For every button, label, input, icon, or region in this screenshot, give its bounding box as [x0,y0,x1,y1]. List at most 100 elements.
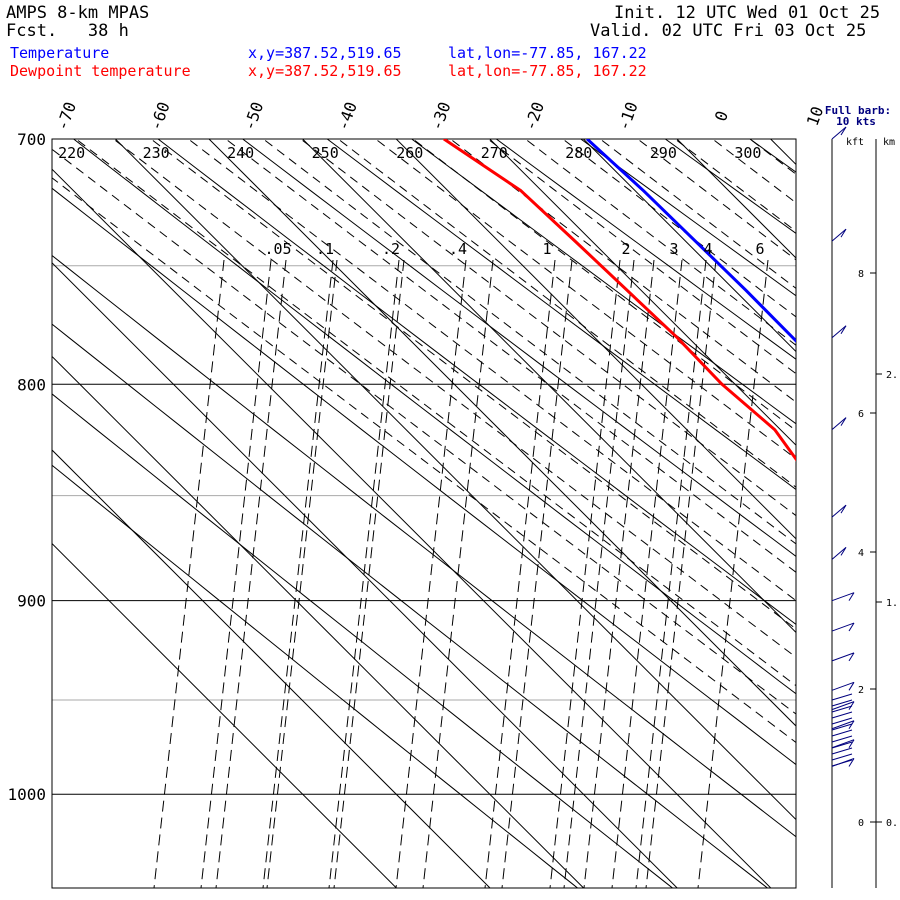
dewpoint-point [829,506,831,508]
isotherm-line [114,139,796,821]
wind-barb [831,592,855,602]
valid-time: Valid. 02 UTC Fri 03 Oct 25 [590,21,867,41]
mixing-ratio-line [611,259,683,888]
pressure-tick-label: 900 [17,592,46,611]
mixing-ratio-line [501,259,573,888]
wind-barb-flag [848,652,855,662]
theta-label: 250 [312,144,339,162]
wind-barb-flag [840,417,847,426]
temperature-tick-label: -20 [520,99,548,133]
km-tick-label: 2. [886,370,898,381]
temperature-xy: x,y=387.52,519.65 [248,44,402,62]
isotherm-line [489,139,796,446]
mixing-ratio-line [262,259,334,888]
isotherm-line [301,139,796,634]
dry-adiabat-line [760,86,900,900]
mixing-ratio-line [583,259,655,888]
dry-adiabats [52,86,900,900]
moist-adiabat-line [711,139,796,204]
pressure-tick-label: 1000 [7,785,46,804]
dry-adiabat-line [749,139,796,173]
moist-adiabat-line [299,139,796,517]
wind-barb [831,739,855,749]
moist-adiabat-line [561,139,796,318]
kft-tick-label: 4 [858,548,864,559]
wind-barb-flag [848,682,855,691]
wind-barb [831,753,853,761]
mixing-ratio-label: 3 [669,240,678,258]
moist-adiabat-line [449,139,796,403]
isotherm-line [395,139,796,540]
barb-title: Full barb: [825,104,891,117]
dewpoint-xy: x,y=387.52,519.65 [248,62,402,80]
dry-adiabat-line [326,139,796,491]
mixing-ratio-line [215,259,287,888]
wind-barb [831,126,847,140]
wind-barb [831,228,847,242]
sounding-series [443,139,831,508]
wind-barb [831,325,847,339]
isotherm-line [52,449,491,888]
theta-label: 290 [650,144,677,162]
isotherm-line [52,168,772,888]
temperature-line [586,139,796,344]
dewpoint-point [574,240,576,242]
theta-label: 270 [481,144,508,162]
mixing-ratio-line [635,259,707,888]
moist-adiabat-line [674,139,796,232]
wind-barb [831,741,853,749]
mixing-ratio-label: .4 [449,240,467,258]
mixing-ratio-line [153,259,225,888]
wind-barb [831,735,853,743]
dry-adiabat-line [241,139,796,557]
dewpoint-legend: Dewpoint temperature [10,62,191,80]
wind-barb [831,747,853,755]
theta-label: 260 [396,144,423,162]
temperature-tick-label: 10 [803,104,827,129]
isotherm-line [769,139,796,166]
temperature-tick-label: -50 [240,99,268,133]
mixing-ratio-line [395,259,467,888]
temperature-legend: Temperature [10,44,110,62]
temperature-tick-label: -30 [427,99,455,133]
mixing-ratio-label: 2 [621,240,630,258]
moist-adiabat-line [524,139,796,346]
temperature-point [642,189,645,192]
mixing-ratio-label: 6 [755,240,764,258]
mixing-ratio-label: 1 [542,240,551,258]
mixing-ratio-label: .1 [316,240,334,258]
theta-label: 220 [58,144,85,162]
kft-label: kft [846,137,864,148]
wind-barb [831,652,855,662]
kft-tick-label: 8 [858,269,864,280]
wind-barb-flag [840,547,847,556]
mixing-ratio-line [200,259,272,888]
pressure-tick-label: 800 [17,375,46,394]
dewpoint-point [721,383,723,386]
wind-barb [831,681,855,691]
temperature-point [744,289,747,291]
wind-barb-flag [848,720,855,730]
mixing-ratio-line [484,259,556,888]
dry-adiabat-line [52,323,769,888]
mixing-ratio-line [422,259,494,888]
wind-barb-flag [840,325,847,335]
wind-barb-flag [848,758,855,767]
barb-value: 10 kts [836,115,876,128]
moist-adiabat-line [187,139,796,602]
dry-adiabat-line [843,86,900,900]
wind-barb [831,711,853,719]
wind-barb-flag [848,739,855,748]
moist-adiabat-line [337,139,796,488]
isotherm-line [582,139,796,353]
km-tick-label: 0. [886,818,898,829]
dewpoint-point [774,428,776,431]
temperature-tick-label: -40 [333,99,361,133]
model-title: AMPS 8-km MPAS [6,3,150,23]
kft-tick-label: 6 [858,409,864,420]
moist-adiabat-line [599,139,796,289]
isotherm-line [52,262,678,888]
theta-label: 240 [227,144,254,162]
moist-adiabat-line [112,139,796,658]
